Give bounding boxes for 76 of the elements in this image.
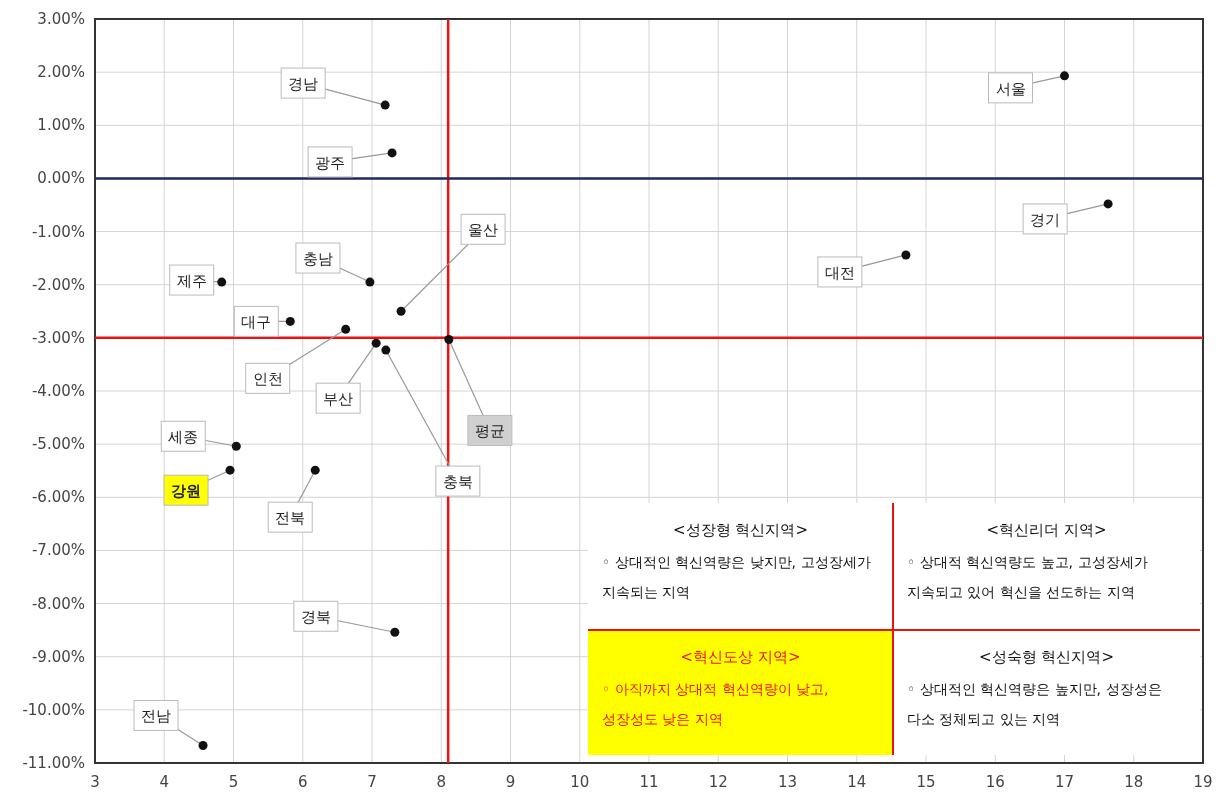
point — [1103, 199, 1113, 209]
annotation: <성숙형 혁신지역> — [979, 648, 1114, 666]
x-tick-label: 5 — [228, 773, 239, 791]
annotation: 전남 — [141, 707, 172, 726]
annotation: 대전 — [824, 263, 855, 282]
point — [396, 306, 406, 316]
point — [444, 334, 454, 344]
y-tick-label: 2.00% — [37, 63, 85, 82]
annotation: 충남 — [302, 250, 333, 269]
annotation: 울산 — [468, 221, 499, 240]
x-tick-label: 19 — [1193, 773, 1213, 791]
y-tick-label: -2.00% — [31, 275, 85, 294]
annotation: 경북 — [300, 608, 331, 627]
annotation: ◦ 상대적인 혁신역량은 낮지만, 고성장세가 지속되는 지역 — [602, 554, 871, 600]
point — [341, 324, 351, 334]
point — [381, 345, 391, 355]
point — [231, 441, 241, 451]
point — [217, 277, 227, 287]
point — [198, 740, 208, 750]
x-tick-label: 7 — [367, 773, 377, 791]
point — [380, 100, 390, 110]
x-tick-label: 9 — [505, 773, 516, 791]
x-tick-label: 4 — [159, 773, 170, 791]
y-tick-label: 1.00% — [37, 116, 85, 135]
y-tick-label: -7.00% — [31, 541, 85, 560]
annotation: ◦ 상대적인 혁신역량은 높지만, 성장성은 다소 정체되고 있는 지역 — [907, 681, 1162, 727]
x-tick-label: 14 — [847, 773, 867, 791]
point — [390, 627, 400, 637]
x-tick-label: 16 — [985, 773, 1005, 791]
x-tick-label: 10 — [570, 773, 590, 791]
annotation: 평균 — [474, 422, 505, 441]
y-tick-label: -8.00% — [31, 594, 85, 613]
annotation: 세종 — [168, 428, 199, 447]
annotation: 부산 — [323, 390, 354, 409]
x-tick-label: 8 — [436, 773, 447, 791]
annotation: 대구 — [241, 313, 272, 332]
annotation: 경남 — [288, 75, 319, 94]
point — [371, 338, 381, 348]
x-tick-label: 3 — [90, 773, 100, 791]
annotation: <성장형 혁신지역> — [673, 521, 808, 539]
annotation: 광주 — [315, 153, 346, 172]
annotation: 충북 — [442, 473, 473, 492]
y-tick-label: 3.00% — [37, 10, 85, 28]
x-tick-label: 6 — [297, 773, 308, 791]
y-tick-label: -9.00% — [31, 647, 85, 666]
annotation: 전북 — [275, 509, 306, 528]
y-tick-label: -10.00% — [22, 700, 85, 719]
point — [365, 277, 375, 287]
y-tick-label: -4.00% — [31, 382, 85, 400]
x-tick-label: 11 — [639, 773, 659, 791]
y-tick-label: -3.00% — [31, 328, 85, 347]
x-tick-label: 15 — [916, 773, 936, 791]
x-tick-label: 17 — [1054, 773, 1075, 791]
annotation: ◦ 아직까지 상대적 혁신역량이 낮고, 성장성도 낮은 지역 — [602, 681, 829, 727]
point — [225, 465, 235, 475]
x-tick-label: 13 — [777, 773, 798, 791]
annotation: ◦ 상대적 혁신역량도 높고, 고성장세가 지속되고 있어 혁신을 선도하는 지역 — [907, 554, 1148, 600]
annotation: 인천 — [252, 370, 283, 389]
y-tick-label: -1.00% — [31, 222, 85, 241]
y-tick-label: -5.00% — [31, 435, 85, 454]
point — [310, 465, 320, 475]
x-tick-label: 18 — [1124, 773, 1144, 791]
annotation: 강원 — [171, 482, 202, 501]
point — [387, 148, 397, 158]
annotation: 제주 — [176, 272, 207, 291]
annotation: 서울 — [995, 79, 1026, 98]
point — [901, 250, 911, 260]
x-tick-label: 12 — [708, 773, 728, 791]
y-tick-label: -11.00% — [22, 754, 85, 772]
annotation: <혁신리더 지역> — [986, 521, 1107, 539]
annotation: 경기 — [1030, 210, 1061, 229]
y-tick-label: 0.00% — [37, 169, 85, 188]
point — [1060, 71, 1069, 81]
point — [285, 316, 295, 326]
y-tick-label: -6.00% — [31, 488, 85, 507]
annotation: <혁신도상 지역> — [680, 648, 801, 666]
